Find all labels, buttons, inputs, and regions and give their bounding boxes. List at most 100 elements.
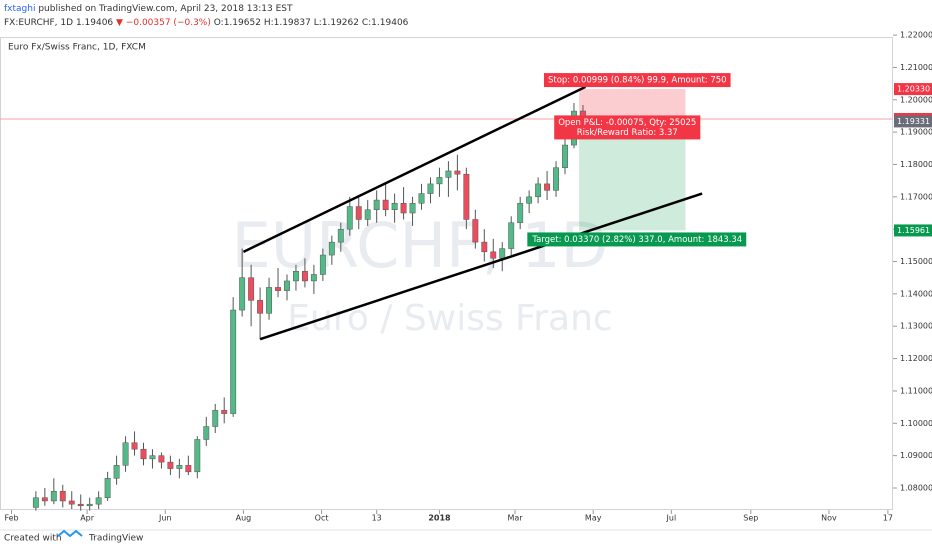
x-tick-label: Feb	[4, 514, 18, 523]
price-tag	[894, 115, 932, 128]
candle-body	[104, 478, 111, 498]
change: ▼ −0.00357 (−0.3%)	[116, 18, 211, 28]
candle-body	[418, 193, 425, 204]
x-tick-label: Jul	[666, 514, 677, 523]
price-tag	[894, 224, 932, 237]
candle-body	[481, 241, 488, 253]
low: L:1.19262	[314, 18, 359, 28]
candle-body	[562, 144, 568, 168]
candle-body	[212, 410, 219, 427]
candle-body	[77, 503, 84, 507]
candle-body	[122, 442, 129, 466]
symbol-line: FX:EURCHF, 1D 1.19406 ▼ −0.00357 (−0.3%)…	[4, 18, 409, 28]
last: 1.19406	[76, 18, 113, 28]
footer-created: Created with	[4, 534, 62, 544]
candle-body	[346, 206, 353, 230]
logo	[57, 529, 83, 538]
label-box	[543, 73, 731, 88]
candle-body	[167, 461, 174, 469]
candle-body	[427, 183, 434, 194]
chart-title: Euro Fx/Swiss Franc, 1D, FXCM	[8, 43, 146, 53]
candle-body	[400, 203, 407, 214]
x-tick-label: Mar	[507, 514, 523, 523]
close: C:1.19406	[362, 18, 409, 28]
candle-body	[373, 199, 380, 211]
y-tick-label: 1.17000	[900, 192, 932, 201]
candle-body	[364, 209, 371, 220]
candle-body	[257, 300, 264, 314]
candle-body	[472, 219, 479, 243]
y-tick-label: 1.08000	[900, 484, 932, 493]
candle-body	[131, 442, 138, 450]
candle-body	[140, 448, 147, 460]
candle-body	[553, 167, 559, 191]
candle-body	[544, 183, 551, 191]
candle-body	[526, 196, 533, 204]
candle-body	[301, 270, 308, 282]
header-line: fxtaghi published on TradingView.com, Ap…	[4, 4, 293, 14]
candle-body	[266, 287, 272, 314]
label-box	[554, 115, 701, 140]
x-tick-label: 17	[883, 514, 893, 523]
candle-body	[382, 199, 389, 211]
candle-body	[284, 280, 290, 291]
x-tick-label: Sep	[743, 514, 758, 523]
watermark: Euro / Swiss Franc	[287, 298, 612, 339]
x-tick-label: Jun	[158, 514, 172, 523]
trendline	[259, 192, 703, 341]
candle-body	[194, 439, 201, 473]
x-tick-label: 2018	[428, 514, 451, 523]
candle-body	[535, 183, 542, 198]
price-tag-label: 1.19331	[897, 117, 930, 126]
candle-body	[113, 465, 120, 479]
x-tick-label: 13	[372, 514, 382, 523]
footer-brand[interactable]: TradingView	[88, 534, 143, 544]
y-tick-label: 1.21000	[900, 63, 932, 72]
x-tick-label: Oct	[315, 514, 329, 523]
trendline	[242, 85, 587, 253]
author[interactable]: fxtaghi	[4, 4, 35, 14]
y-tick-label: 1.11000	[900, 386, 932, 395]
y-tick-label: 1.12000	[900, 354, 932, 363]
label-box	[527, 232, 747, 247]
candle-body	[337, 228, 344, 243]
x-tick-label: Nov	[821, 514, 837, 523]
position-label: Stop: 0.00999 (0.84%) 99.9, Amount: 750	[543, 73, 731, 88]
high: H:1.19837	[264, 18, 311, 28]
candle-body	[275, 287, 281, 291]
candle-body	[230, 309, 237, 414]
candle-body	[158, 455, 165, 463]
candle-body	[508, 222, 515, 249]
candle-body	[499, 248, 506, 259]
candle-body	[41, 497, 48, 502]
y-tick-label: 1.19000	[900, 128, 932, 137]
candle-body	[248, 277, 255, 301]
open: O:1.19652	[214, 18, 261, 28]
candle-body	[59, 490, 66, 502]
price-tag-label: 1.15961	[897, 226, 930, 235]
price-tag	[894, 83, 932, 96]
y-tick-label: 1.15000	[900, 257, 932, 266]
position-label: Open P&L: -0.00075, Qty: 25025Risk/Rewar…	[554, 115, 701, 140]
x-tick-label: May	[585, 514, 602, 523]
plot-frame	[0, 37, 893, 510]
candle-body	[391, 203, 398, 211]
label-text: Risk/Reward Ratio: 3.37	[577, 128, 678, 138]
y-tick-label: 1.09000	[900, 451, 932, 460]
y-tick-label: 1.13000	[900, 322, 932, 331]
candle-body	[95, 497, 102, 505]
candle-body	[310, 274, 317, 282]
candle-body	[319, 254, 326, 275]
x-tick-label: Aug	[236, 514, 252, 523]
candle-body	[328, 241, 335, 256]
candle-body	[203, 426, 210, 440]
candle-body	[293, 270, 299, 282]
position-label: Target: 0.03370 (2.82%) 337.0, Amount: 1…	[527, 232, 747, 247]
label-text: Open P&L: -0.00075, Qty: 25025	[558, 118, 696, 128]
candle-body	[436, 177, 443, 185]
candle-body	[50, 490, 57, 502]
price-tag-label: 1.20330	[897, 85, 930, 94]
label-text: Stop: 0.00999 (0.84%) 99.9, Amount: 750	[548, 76, 727, 86]
y-tick-label: 1.18000	[900, 160, 932, 169]
